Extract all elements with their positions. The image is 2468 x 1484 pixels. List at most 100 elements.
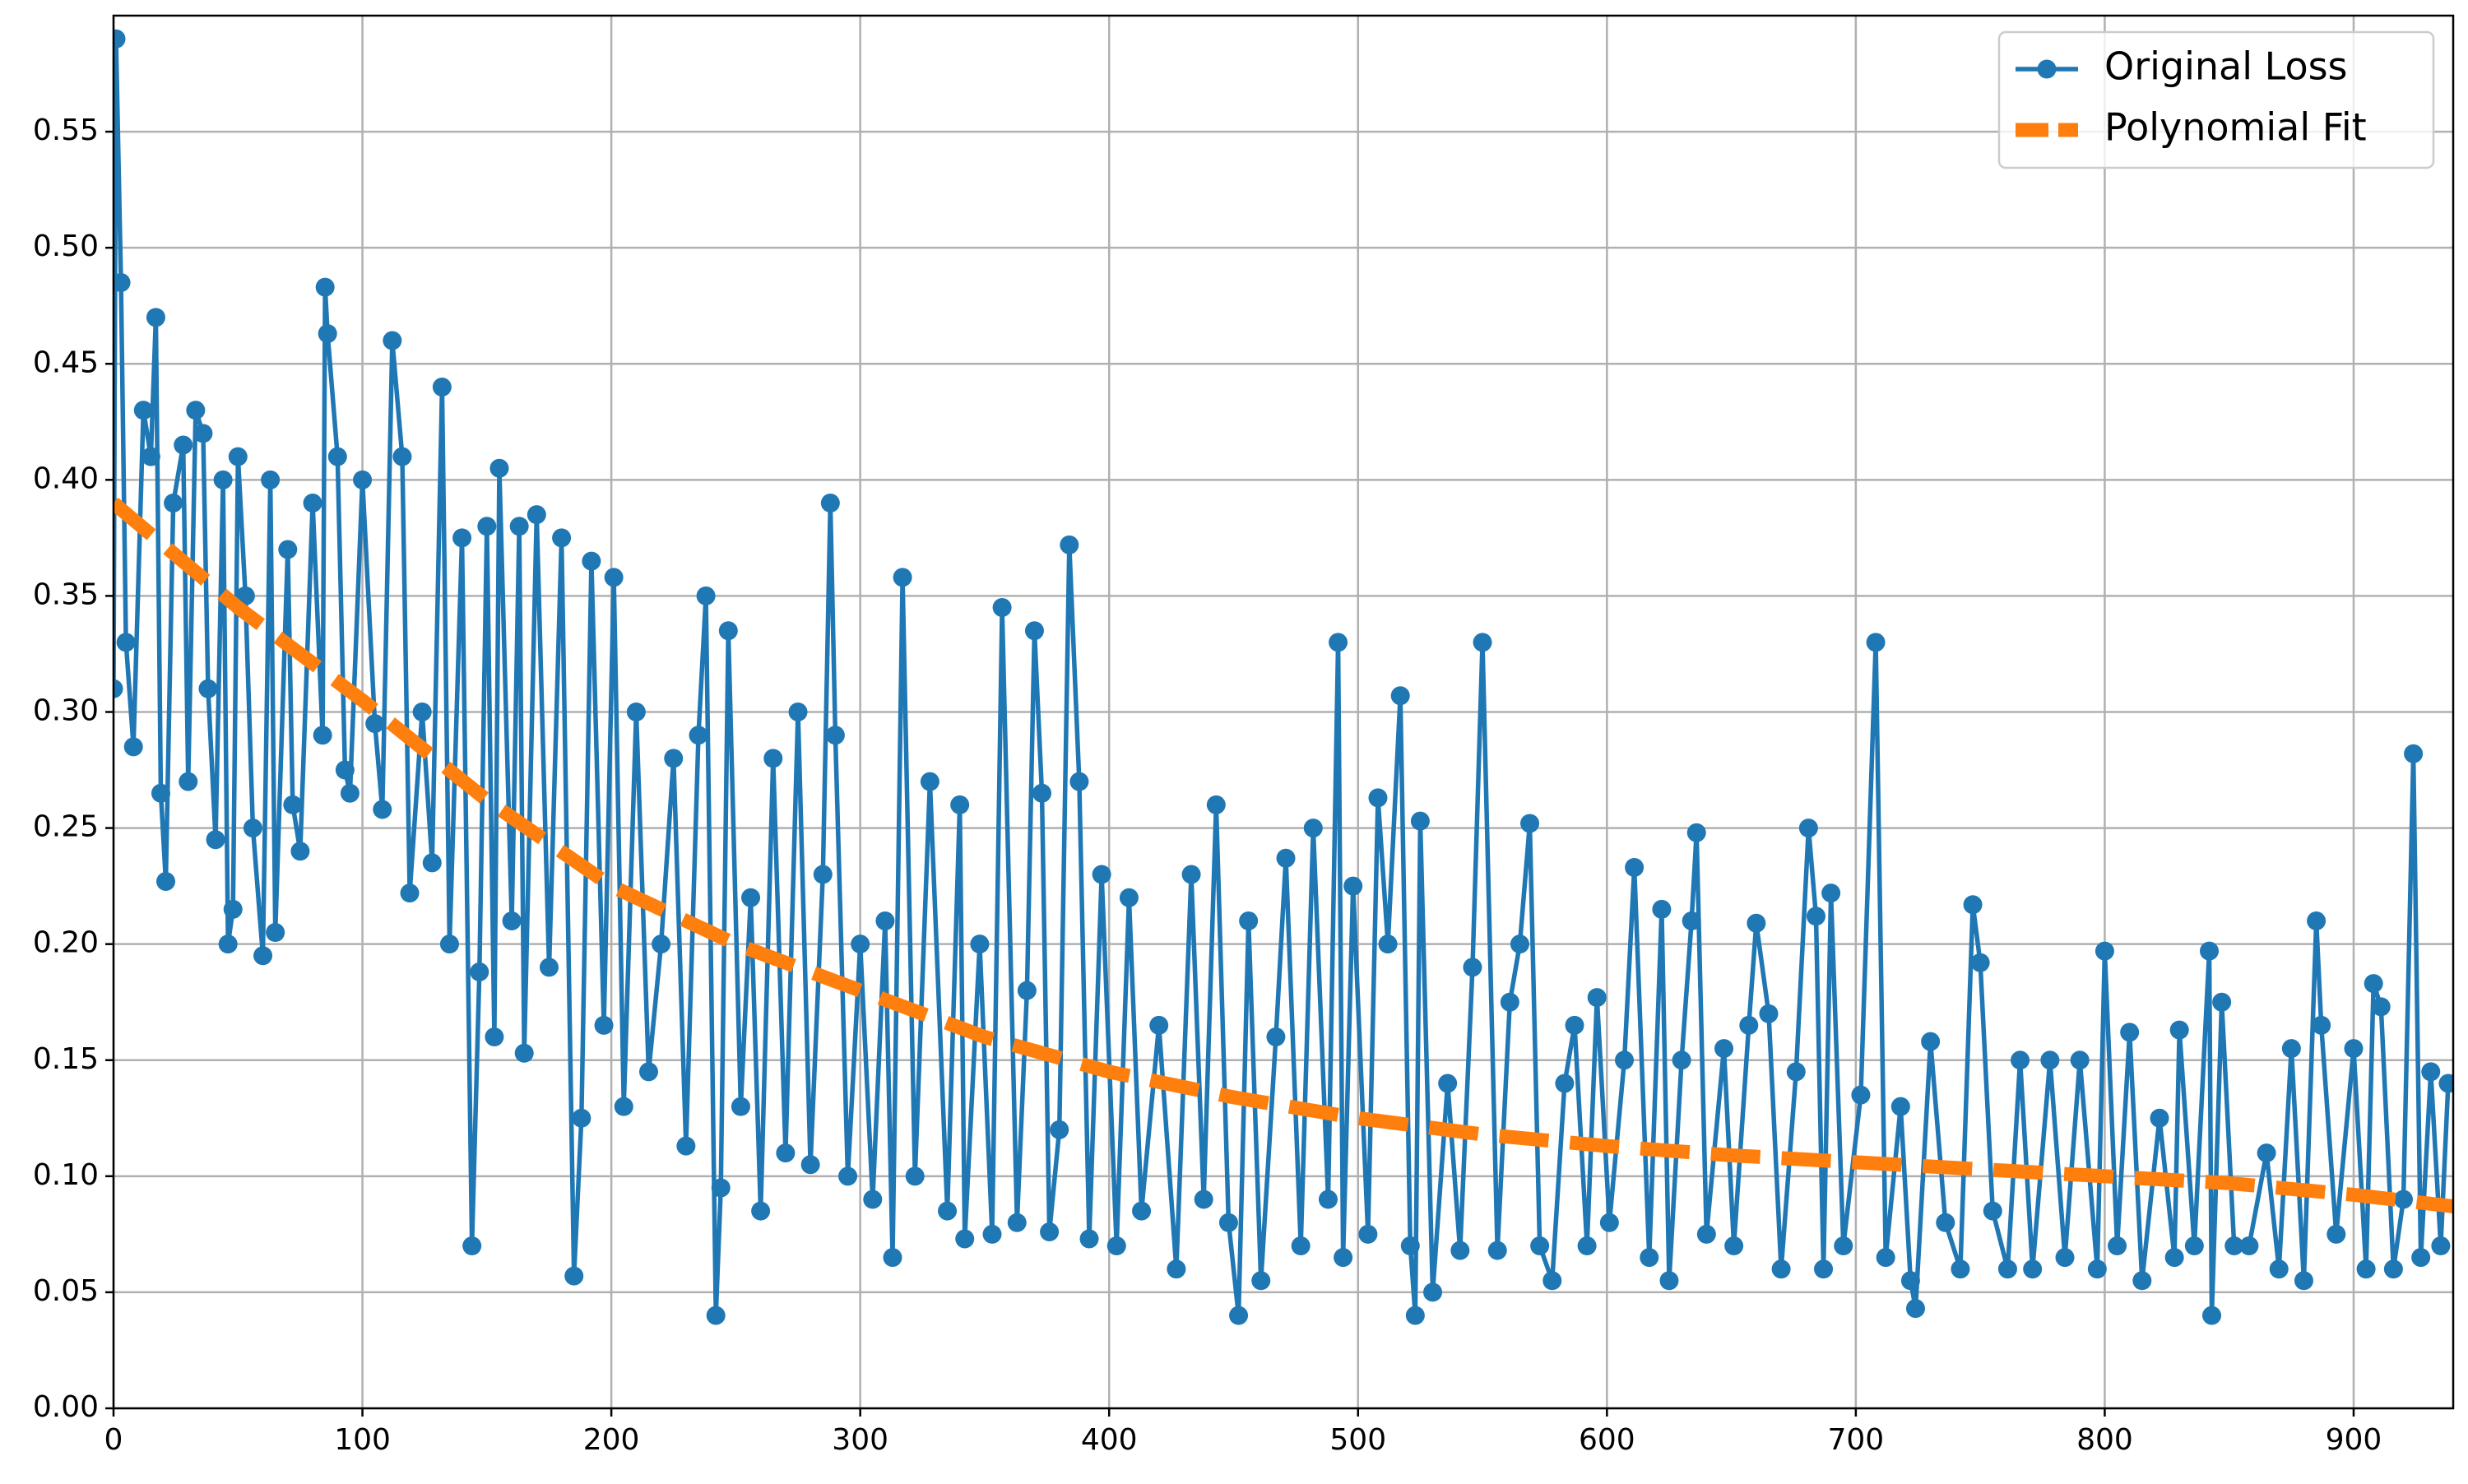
data-point [1851,1085,1871,1105]
data-point [813,865,833,884]
data-point [552,528,572,548]
data-point [1276,848,1296,868]
data-point [1239,911,1259,930]
data-point [689,726,708,745]
ticks: 0.00 0.05 0.10 0.15 0.20 0.25 0.30 0.35 0.40 0.45… [33,114,2382,1457]
data-point [439,934,459,954]
data-point [2404,744,2424,763]
x-tick-label: 300 [832,1423,888,1457]
legend-label: Polynomial Fit [2104,105,2367,150]
y-tick-label: 0.00 [33,1390,99,1424]
data-point [1463,958,1482,977]
data-point [1921,1032,1941,1051]
data-point [1329,633,1348,652]
data-point [2239,1236,2259,1255]
data-point [213,470,233,489]
data-point [1724,1236,1744,1255]
data-point [1400,1236,1420,1255]
x-tick-label: 700 [1828,1423,1885,1457]
data-point [1834,1236,1853,1255]
data-point [2383,1259,2403,1279]
data-point [2224,1236,2244,1255]
y-tick-label: 0.45 [33,345,99,379]
data-point [788,703,808,721]
data-point [174,435,193,455]
x-tick-label: 900 [2326,1423,2382,1457]
loss-line [114,36,2451,1318]
data-point [1686,823,1706,842]
data-point [290,842,310,861]
data-point [905,1166,925,1186]
data-point [223,899,243,919]
data-point [582,551,601,571]
data-point [1500,992,1519,1012]
y-tick-label: 0.25 [33,810,99,844]
data-point [1149,1015,1169,1035]
data-point [696,586,716,605]
x-tick-label: 500 [1329,1423,1386,1457]
legend: Original Loss Polynomial Fit [1997,30,2435,169]
data-point [365,714,385,734]
data-point [920,772,939,791]
legend-label: Original Loss [2104,44,2348,89]
y-tick-label: 0.10 [33,1158,99,1192]
data-point [470,962,489,982]
data-point [509,517,529,536]
data-point [2371,997,2391,1017]
data-point [1106,1236,1126,1255]
data-point [2344,1039,2364,1059]
data-point [1866,633,1886,652]
data-point [2202,1305,2222,1325]
data-point [1378,934,1398,954]
data-point [1060,535,1079,554]
data-point [485,1027,504,1047]
data-point [114,272,131,292]
data-point [1405,1305,1425,1325]
data-point [2150,1108,2169,1128]
data-point [1069,772,1089,791]
data-point [477,517,497,536]
y-tick-label: 0.30 [33,694,99,728]
data-point [1318,1190,1338,1209]
data-point [315,277,335,297]
legend-box [1997,30,2435,169]
data-point [114,679,123,698]
x-tick-label: 400 [1081,1423,1138,1457]
data-point [1786,1062,1806,1082]
data-point [776,1143,796,1163]
data-point [462,1236,482,1255]
data-point [1032,783,1052,803]
data-point [626,703,646,721]
data-point [2132,1271,2152,1291]
data-point [718,621,738,641]
data-point [1229,1305,1249,1325]
data-point [340,783,360,803]
data-point [383,331,402,350]
data-point [318,324,337,344]
data-point [2120,1023,2140,1042]
x-tick-label: 200 [583,1423,640,1457]
data-point [1334,1248,1353,1268]
data-point [1266,1027,1286,1047]
data-point [1368,788,1388,808]
data-point [2095,941,2114,961]
data-point [1814,1259,1834,1279]
data-point [1040,1222,1060,1242]
data-point [1682,911,1701,930]
data-point [489,458,509,478]
data-point [1092,865,1111,884]
data-point [820,494,840,513]
data-point [1194,1190,1213,1209]
data-point [146,308,165,327]
data-point [179,772,198,791]
data-point [1007,1213,1027,1232]
data-point [527,505,546,525]
data-point [2269,1259,2289,1279]
data-point [594,1015,614,1035]
data-point [1343,876,1363,896]
legend-marker [2037,59,2057,79]
y-tick-label: 0.15 [33,1042,99,1076]
data-point [2055,1248,2075,1268]
data-point [1599,1213,1619,1232]
